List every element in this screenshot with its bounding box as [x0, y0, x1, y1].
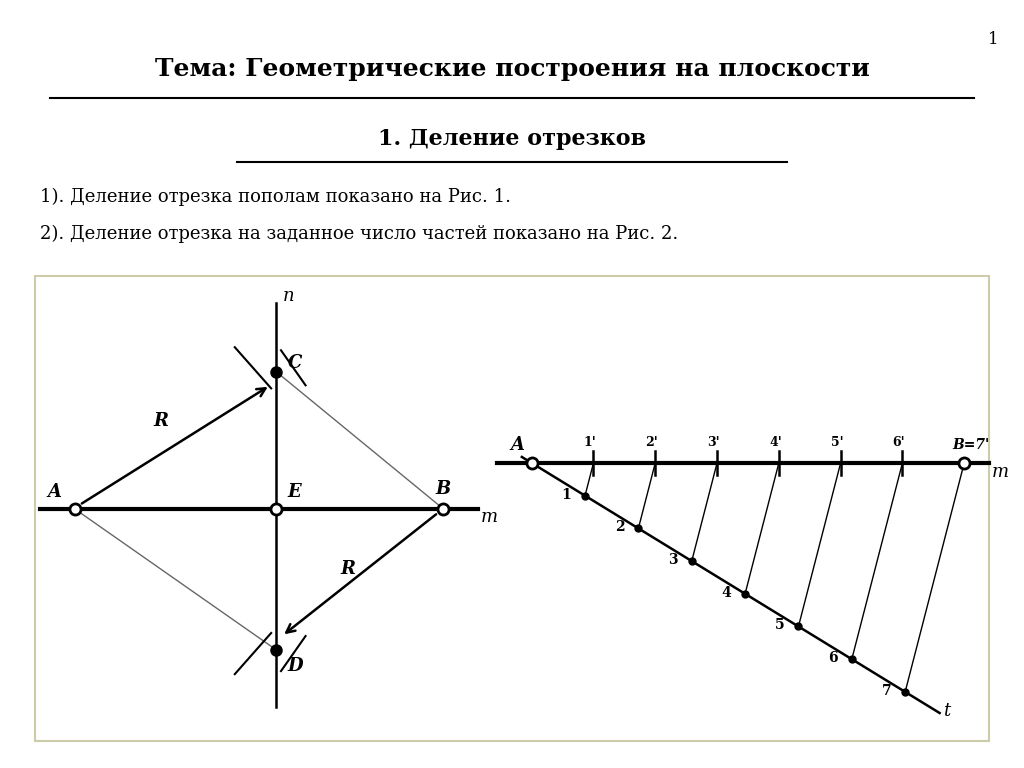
Text: Тема: Геометрические построения на плоскости: Тема: Геометрические построения на плоск… [155, 57, 869, 81]
Text: 1: 1 [561, 488, 571, 502]
Text: R: R [340, 560, 355, 578]
Text: 4: 4 [722, 586, 731, 600]
Text: t: t [942, 702, 950, 720]
Text: 6': 6' [893, 436, 905, 449]
Text: 1. Деление отрезков: 1. Деление отрезков [378, 128, 646, 150]
Text: 2). Деление отрезка на заданное число частей показано на Рис. 2.: 2). Деление отрезка на заданное число ча… [40, 224, 678, 243]
Text: 5: 5 [775, 618, 784, 632]
Text: m: m [991, 463, 1009, 481]
Text: 4': 4' [769, 436, 781, 449]
Text: n: n [283, 287, 295, 306]
Text: 1': 1' [584, 436, 596, 449]
Text: 1). Деление отрезка пополам показано на Рис. 1.: 1). Деление отрезка пополам показано на … [40, 187, 511, 206]
Text: 2: 2 [614, 521, 625, 535]
Text: 6: 6 [828, 651, 838, 665]
Text: 3: 3 [669, 553, 678, 567]
Text: 5': 5' [830, 436, 844, 449]
Text: A: A [510, 436, 524, 454]
Text: 3': 3' [708, 436, 720, 449]
Text: 1: 1 [988, 31, 998, 48]
Text: B: B [435, 479, 451, 498]
Text: 7: 7 [882, 684, 891, 697]
Text: m: m [480, 508, 498, 527]
Text: B=7': B=7' [952, 439, 989, 452]
Text: R: R [154, 412, 168, 431]
Text: A: A [47, 483, 61, 502]
Text: 2': 2' [645, 436, 658, 449]
FancyBboxPatch shape [35, 276, 989, 741]
Text: E: E [288, 483, 302, 502]
Text: C: C [288, 354, 302, 372]
Text: D: D [288, 657, 303, 675]
